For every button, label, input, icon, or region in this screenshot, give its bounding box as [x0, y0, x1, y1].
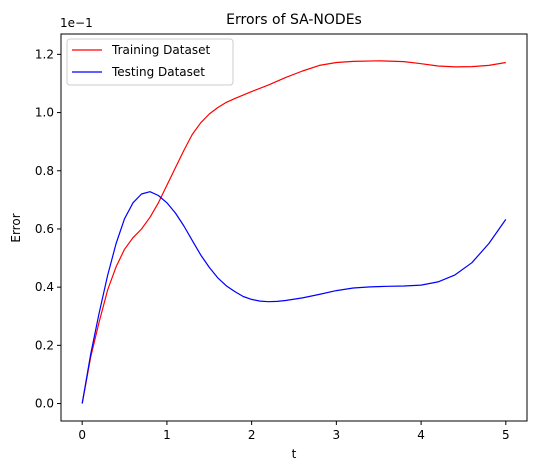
- x-tick-label: 1: [163, 428, 171, 442]
- x-tick-label: 4: [417, 428, 425, 442]
- y-tick-label: 0.0: [35, 397, 54, 411]
- y-axis-offset-text: 1e−1: [60, 16, 93, 30]
- x-tick-label: 2: [248, 428, 256, 442]
- y-tick-label: 0.8: [35, 164, 54, 178]
- legend-label-training: Training Dataset: [111, 43, 210, 57]
- series-layer: [81, 60, 507, 404]
- legend-box: [66, 38, 234, 86]
- plot-area: [61, 34, 527, 421]
- plot-frame: [60, 33, 528, 422]
- y-tick-label: 1.0: [35, 106, 54, 120]
- x-axis: 0 1 2 3 4 5: [78, 421, 510, 442]
- series-line-testing: [81, 191, 507, 404]
- y-axis: 0.0 0.2 0.4 0.6 0.8 1.0 1.2: [35, 47, 61, 411]
- chart-title: Errors of SA-NODEs: [226, 12, 362, 28]
- y-tick-label: 1.2: [35, 47, 54, 61]
- x-tick-label: 0: [78, 428, 86, 442]
- x-tick-label: 3: [333, 428, 341, 442]
- x-axis-label: t: [292, 447, 297, 461]
- y-tick-label: 0.6: [35, 222, 54, 236]
- legend-label-testing: Testing Dataset: [111, 65, 205, 79]
- series-line-training: [81, 60, 506, 404]
- y-axis-label: Error: [9, 213, 23, 242]
- legend: Training Dataset Testing Dataset: [66, 38, 234, 86]
- y-tick-label: 0.4: [35, 280, 54, 294]
- y-tick-label: 0.2: [35, 338, 54, 352]
- x-tick-label: 5: [502, 428, 510, 442]
